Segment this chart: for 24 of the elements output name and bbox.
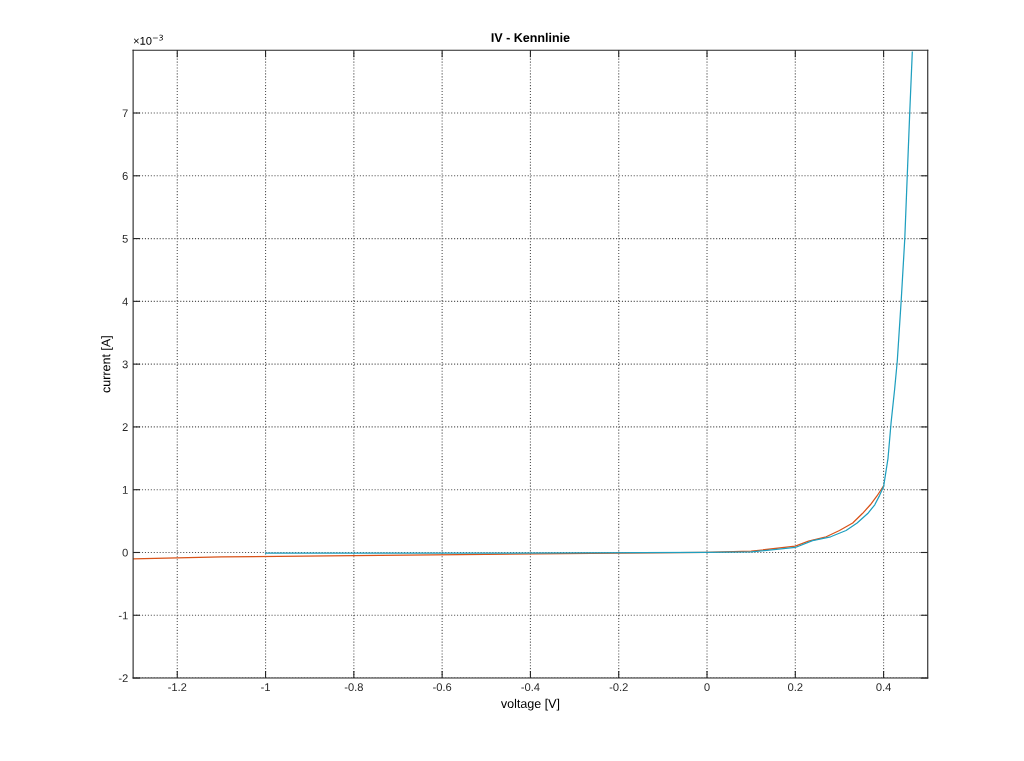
x-tick-label: -1: [261, 683, 270, 691]
x-tick-label: -0.2: [609, 683, 628, 692]
x-tick-label: -0.4: [521, 683, 540, 692]
y-tick-label: -1: [118, 611, 128, 620]
x-tick-label: 0.2: [788, 683, 803, 692]
y-tick-label: 4: [122, 297, 128, 306]
y-tick-label: 2: [122, 423, 128, 431]
y-tick-label: 0: [122, 548, 128, 557]
chart-title: IV - Kennlinie: [491, 32, 570, 43]
y-tick-label: 1: [122, 486, 128, 494]
x-tick-label: -0.8: [344, 683, 363, 692]
y-tick-label: 3: [122, 360, 128, 369]
y-axis-title: current [A]: [101, 336, 113, 393]
x-axis-title: voltage [V]: [500, 698, 560, 711]
y-tick-label: 6: [122, 172, 128, 180]
x-tick-label: -1.2: [168, 683, 187, 691]
y-tick-label: 5: [122, 234, 128, 243]
text: ×10$^{−3}$: [133, 34, 163, 45]
line-series: [264, 51, 913, 554]
x-tick-label: 0: [704, 683, 710, 692]
y-tick-label: -2: [118, 674, 128, 683]
x-tick-label: 0.4: [876, 683, 891, 692]
x-tick-label: -0.6: [433, 683, 452, 692]
y-tick-label: 7: [122, 109, 128, 118]
